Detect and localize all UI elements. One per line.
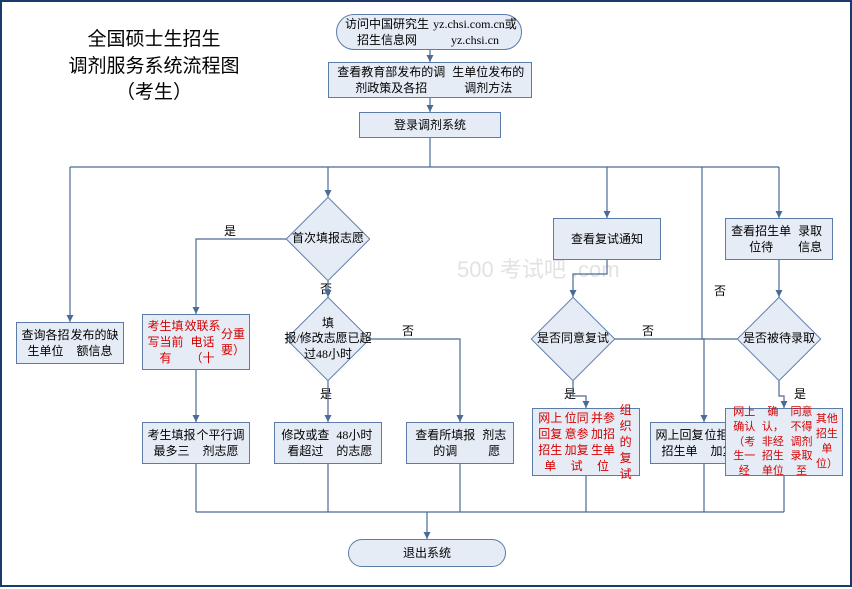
node-over48 [286,297,371,382]
node-start: 访问中国研究生招生信息网yz.chsi.com.cn或yz.chsi.cn [336,14,522,50]
node-accepted [737,297,822,382]
node-view-applied: 查看所填报的调剂志愿 [406,422,514,464]
flowchart-canvas: 全国硕士生招生 调剂服务系统流程图 （考生） 500 考试吧 .com 访问中国… [0,0,852,587]
node-fill-phone: 考生填写当前有效联系电话（十分重要） [142,314,250,370]
node-view-admit: 查看招生单位待录取信息 [725,218,833,260]
title-line1: 全国硕士生招生 [87,29,220,50]
node-policy: 查看教育部发布的调剂政策及各招生单位发布的调剂方法 [328,62,532,98]
node-modify48: 修改或查看超过48小时的志愿 [274,422,382,464]
label-yes-2: 是 [320,385,332,402]
node-first-apply [286,197,371,282]
node-fill-three: 考生填报最多三个平行调剂志愿 [142,422,250,464]
label-yes-1: 是 [224,222,236,239]
label-no-2: 否 [402,322,414,339]
node-confirm: 网上确认（考生一经确认，非经招生单位同意不得调剂录取至其他招生单位） [725,408,843,476]
label-yes-3: 是 [564,385,576,402]
label-no-4: 否 [714,282,726,299]
title-line2: 调剂服务系统流程图 [68,56,239,77]
diagram-title: 全国硕士生招生 调剂服务系统流程图 （考生） [54,27,254,107]
node-login: 登录调剂系统 [359,112,501,138]
label-no-3: 否 [642,322,654,339]
node-view-retest: 查看复试通知 [553,218,661,260]
node-reply-agree: 网上回复招生单位同意参加复试并参加招生单位组织的复试 [532,408,640,476]
node-query-vacancy: 查询各招生单位发布的缺额信息 [16,322,124,364]
title-line3: （考生） [116,82,192,103]
node-exit: 退出系统 [348,539,506,567]
node-agree-retest [531,297,616,382]
label-no-1: 否 [320,280,332,297]
label-yes-4: 是 [794,385,806,402]
